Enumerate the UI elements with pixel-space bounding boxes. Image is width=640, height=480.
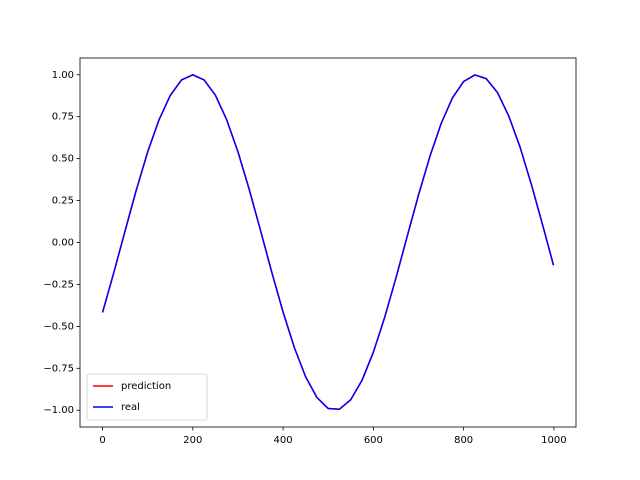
line [101,74,555,410]
y-tick-label: 0.00 [52,238,74,249]
y-tick-label: −1.00 [43,405,74,416]
y-tick-label: −0.25 [43,279,74,290]
y-tick-label: −0.75 [43,363,74,374]
y-tick-label: −0.50 [43,321,74,332]
y-tick-label: 0.25 [52,196,74,207]
x-tick-label: 600 [364,435,383,446]
y-tick-label: 0.50 [52,154,74,165]
y-tick-label: 1.00 [52,70,74,81]
y-tick-label: 0.75 [52,112,74,123]
legend-box [86,373,208,421]
x-tick-label: 200 [183,435,202,446]
x-tick-label: 800 [454,435,473,446]
line [101,74,555,410]
x-tick-label: 0 [99,435,105,446]
legend-label: prediction [121,381,171,392]
plot-frame [79,57,577,428]
x-tick-label: 400 [274,435,293,446]
x-tick-label: 1000 [541,435,566,446]
legend-label: real [121,402,140,413]
